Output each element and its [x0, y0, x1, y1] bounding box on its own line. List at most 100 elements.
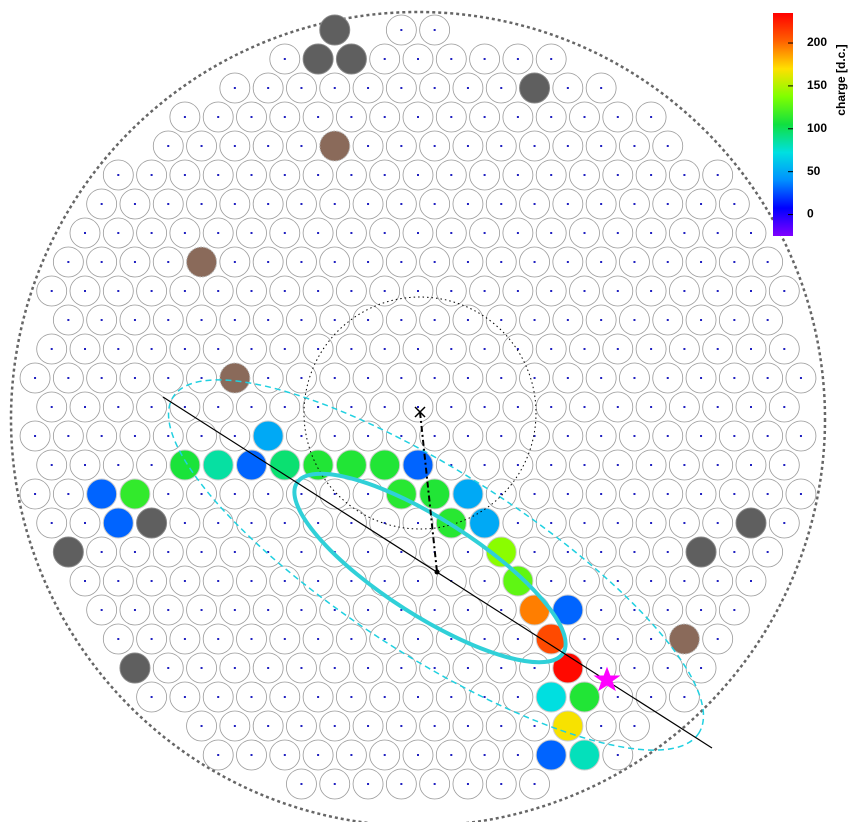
pixel-dot — [434, 203, 436, 205]
pixel-dot — [367, 493, 369, 495]
pixel-dot — [650, 696, 652, 698]
pixel-dot — [317, 580, 319, 582]
pixel-dot — [350, 696, 352, 698]
pixel-dot — [717, 580, 719, 582]
pixel-dot — [650, 522, 652, 524]
pixel-dot — [317, 116, 319, 118]
pixel-dot — [567, 319, 569, 321]
pixel-dot — [717, 348, 719, 350]
colorbar-label: charge [d.c.] — [834, 44, 848, 115]
pixel-dot — [700, 261, 702, 263]
pixel-dot — [467, 609, 469, 611]
pixel-dot — [267, 261, 269, 263]
bad-pixel — [137, 508, 167, 538]
pixel-dot — [217, 638, 219, 640]
pixel-dot — [300, 609, 302, 611]
pixel-dot — [467, 435, 469, 437]
pixel-dot — [184, 290, 186, 292]
pixel-dot — [717, 290, 719, 292]
pixel-dot — [467, 377, 469, 379]
pixel-dot — [267, 145, 269, 147]
pixel-dot — [633, 145, 635, 147]
pixel-dot — [683, 522, 685, 524]
pixel-dot — [284, 754, 286, 756]
pixel-dot — [300, 783, 302, 785]
lit-pixel — [503, 566, 533, 596]
pixel-dot — [267, 87, 269, 89]
pixel-dot — [184, 696, 186, 698]
pixel-dot — [317, 754, 319, 756]
pixel-dot — [783, 290, 785, 292]
lit-pixel — [570, 740, 600, 770]
pixel-dot — [800, 377, 802, 379]
pixel-dot — [101, 261, 103, 263]
pixel-dot — [467, 783, 469, 785]
pixel-dot — [267, 203, 269, 205]
pixel-dot — [767, 377, 769, 379]
pixel-dot — [550, 522, 552, 524]
pixel-dot — [300, 435, 302, 437]
pixel-dot — [733, 551, 735, 553]
pixel-dot — [417, 58, 419, 60]
pixel-dot — [367, 725, 369, 727]
pixel-dot — [117, 464, 119, 466]
pixel-dot — [650, 290, 652, 292]
pixel-dot — [350, 638, 352, 640]
pixel-dot — [534, 261, 536, 263]
pixel-dot — [500, 203, 502, 205]
pixel-dot — [350, 580, 352, 582]
pixel-dot — [450, 290, 452, 292]
pixel-dot — [367, 377, 369, 379]
colorbar-axis: 050100150200 — [788, 35, 827, 221]
pixel-dot — [350, 116, 352, 118]
pixel-dot — [517, 348, 519, 350]
pixel-dot — [317, 232, 319, 234]
pixel-dot — [517, 464, 519, 466]
pixel-dot — [484, 406, 486, 408]
pixel-dot — [384, 58, 386, 60]
pixel-dot — [251, 348, 253, 350]
pixel-dot — [300, 493, 302, 495]
pixel-dot — [650, 406, 652, 408]
pixel-dot — [617, 754, 619, 756]
lit-pixel — [470, 508, 500, 538]
pixel-dot — [251, 406, 253, 408]
pixel-dot — [600, 261, 602, 263]
pixel-dot — [667, 609, 669, 611]
pixel-dot — [400, 261, 402, 263]
pixel-dot — [717, 174, 719, 176]
pixel-dot — [234, 609, 236, 611]
pixel-dot — [101, 609, 103, 611]
pixel-dot — [201, 377, 203, 379]
pixel-dot — [101, 551, 103, 553]
lit-pixel — [420, 479, 450, 509]
pixel-dot — [217, 406, 219, 408]
pixel-dot — [500, 609, 502, 611]
pixel-dot — [484, 348, 486, 350]
pixel-dot — [500, 783, 502, 785]
pixel-dot — [284, 290, 286, 292]
pixel-dot — [201, 609, 203, 611]
pixel-dot — [633, 203, 635, 205]
pixel-dot — [667, 551, 669, 553]
pixel-dot — [517, 116, 519, 118]
pixel-dot — [517, 174, 519, 176]
bad-pixel — [53, 537, 83, 567]
bad-pixel — [686, 537, 716, 567]
pixel-dot — [534, 667, 536, 669]
pixel-dot — [284, 522, 286, 524]
pixel-dot — [201, 203, 203, 205]
pixel-dot — [384, 290, 386, 292]
pixel-dot — [400, 725, 402, 727]
pixel-dot — [717, 232, 719, 234]
pixel-dot — [167, 319, 169, 321]
pixel-dot — [500, 667, 502, 669]
pixel-dot — [234, 319, 236, 321]
pixel-dot — [733, 261, 735, 263]
pixel-dot — [350, 522, 352, 524]
pixel-dot — [567, 435, 569, 437]
pixel-dot — [34, 377, 36, 379]
pixel-dot — [167, 203, 169, 205]
pixel-dot — [84, 580, 86, 582]
pixel-dot — [151, 174, 153, 176]
